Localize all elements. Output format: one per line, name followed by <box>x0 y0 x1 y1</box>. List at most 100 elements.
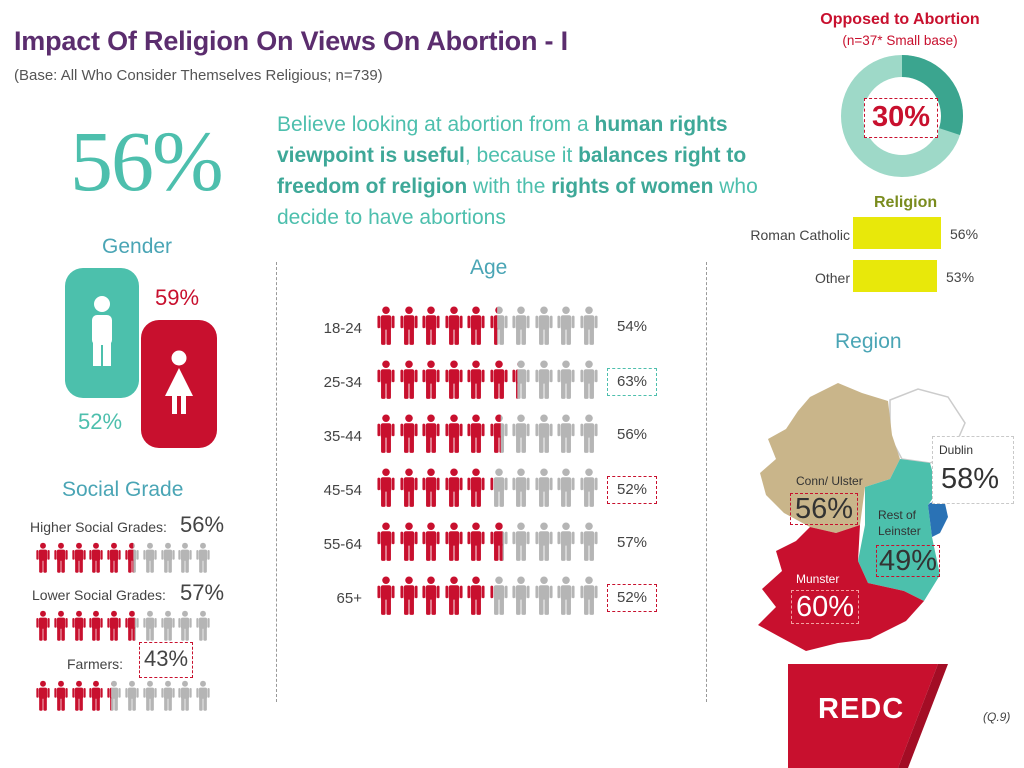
person-icon <box>444 306 463 345</box>
age-row-label: 65+ <box>336 590 362 607</box>
religion-bar-other <box>853 260 937 292</box>
person-icon <box>422 414 440 453</box>
person-icon <box>489 414 508 453</box>
female-icon <box>165 350 193 414</box>
person-icon <box>579 360 598 399</box>
person-icon <box>557 306 575 345</box>
person-icon <box>377 306 395 345</box>
person-icon <box>534 522 553 561</box>
headline-value: 56% <box>70 113 224 209</box>
person-icon <box>196 610 210 641</box>
map-munster <box>758 525 924 651</box>
region-dublin-value: 58% <box>941 463 1000 495</box>
person-icon <box>467 360 485 399</box>
religion-value-other: 53% <box>946 269 975 285</box>
region-dublin-box: Dublin 58% <box>932 436 1014 504</box>
social-grade-farmers-box: 43% <box>139 642 193 678</box>
social-grade-higher-value: 56% <box>180 512 225 537</box>
person-icon <box>377 468 395 507</box>
person-icon <box>489 306 508 345</box>
person-icon <box>422 576 440 615</box>
male-icon <box>92 296 112 366</box>
opposed-donut <box>841 55 963 177</box>
religion-bar-catholic <box>853 217 941 249</box>
person-icon <box>377 576 395 615</box>
age-row-value: 57% <box>616 534 648 551</box>
divider-right <box>706 262 707 702</box>
person-icon <box>89 610 104 641</box>
person-icon <box>399 306 418 345</box>
region-leinster-label: Rest of Leinster <box>878 508 921 538</box>
person-icon <box>512 522 530 561</box>
opposed-value: 30% <box>871 101 931 133</box>
person-icon <box>143 610 157 641</box>
region-conn-value: 56% <box>794 493 854 525</box>
person-icon <box>557 360 575 399</box>
statement-part: balances right to freedom of religion <box>277 144 747 198</box>
donut-highlight-segment <box>841 55 963 177</box>
person-icon <box>160 680 175 711</box>
person-icon <box>377 522 395 561</box>
person-icon <box>512 360 530 399</box>
region-title: Region <box>835 330 902 353</box>
person-icon <box>534 468 553 507</box>
person-icon <box>489 576 508 615</box>
region-leinster-box: 49% <box>876 545 940 577</box>
person-icon <box>444 576 463 615</box>
social-grade-lower-label: Lower Social Grades: <box>32 587 166 603</box>
female-value: 59% <box>155 285 200 310</box>
statement-part: who decide to have abortions <box>277 175 758 229</box>
statement-part: human rights viewpoint is useful <box>277 113 728 167</box>
person-icon <box>196 680 210 711</box>
person-icon <box>467 576 485 615</box>
person-icon <box>444 360 463 399</box>
person-icon <box>36 680 50 711</box>
divider-left <box>276 262 277 702</box>
age-row-value: 52% <box>607 584 657 612</box>
region-munster-value: 60% <box>795 591 855 623</box>
headline-statement: Believe looking at abortion from a human… <box>277 109 797 233</box>
female-card <box>141 320 217 448</box>
redc-logo <box>788 664 948 768</box>
person-icon <box>36 542 50 573</box>
person-icon <box>143 542 157 573</box>
statement-part: rights of women <box>551 175 714 198</box>
age-row-label: 18-24 <box>323 320 362 337</box>
person-icon <box>422 468 440 507</box>
person-icon <box>579 522 598 561</box>
map-dublin <box>928 499 948 537</box>
person-icon <box>71 610 86 641</box>
social-grade-lower-value: 57% <box>180 580 225 605</box>
age-row-value: 63% <box>607 368 657 396</box>
person-icon <box>534 306 553 345</box>
person-icon <box>399 360 418 399</box>
region-leinster-value: 49% <box>878 545 938 577</box>
person-icon <box>377 360 395 399</box>
social-grade-farmers-label: Farmers: <box>67 656 123 672</box>
person-icon <box>557 576 575 615</box>
person-icon <box>125 610 139 641</box>
person-icon <box>178 680 193 711</box>
person-icon <box>467 414 485 453</box>
person-icon <box>377 414 395 453</box>
ireland-map <box>758 383 966 651</box>
region-conn-label: Conn/ Ulster <box>796 474 863 488</box>
region-dublin-label: Dublin <box>939 443 974 457</box>
region-conn-box: 56% <box>790 493 858 525</box>
person-icon <box>444 414 463 453</box>
logo-text: REDC <box>818 693 905 725</box>
person-icon <box>557 522 575 561</box>
person-icon <box>467 306 485 345</box>
person-icon <box>107 680 121 711</box>
person-icon <box>196 542 210 573</box>
statement-part: , because it <box>464 144 579 167</box>
age-row-label: 35-44 <box>323 428 362 445</box>
map-conn-ulster <box>760 383 900 533</box>
person-icon <box>467 468 485 507</box>
male-value: 52% <box>78 409 123 434</box>
social-grade-farmers-value: 43% <box>143 646 189 671</box>
person-icon <box>579 414 598 453</box>
person-icon <box>178 610 193 641</box>
page-title: Impact Of Religion On Views On Abortion … <box>14 26 568 56</box>
person-icon <box>579 576 598 615</box>
